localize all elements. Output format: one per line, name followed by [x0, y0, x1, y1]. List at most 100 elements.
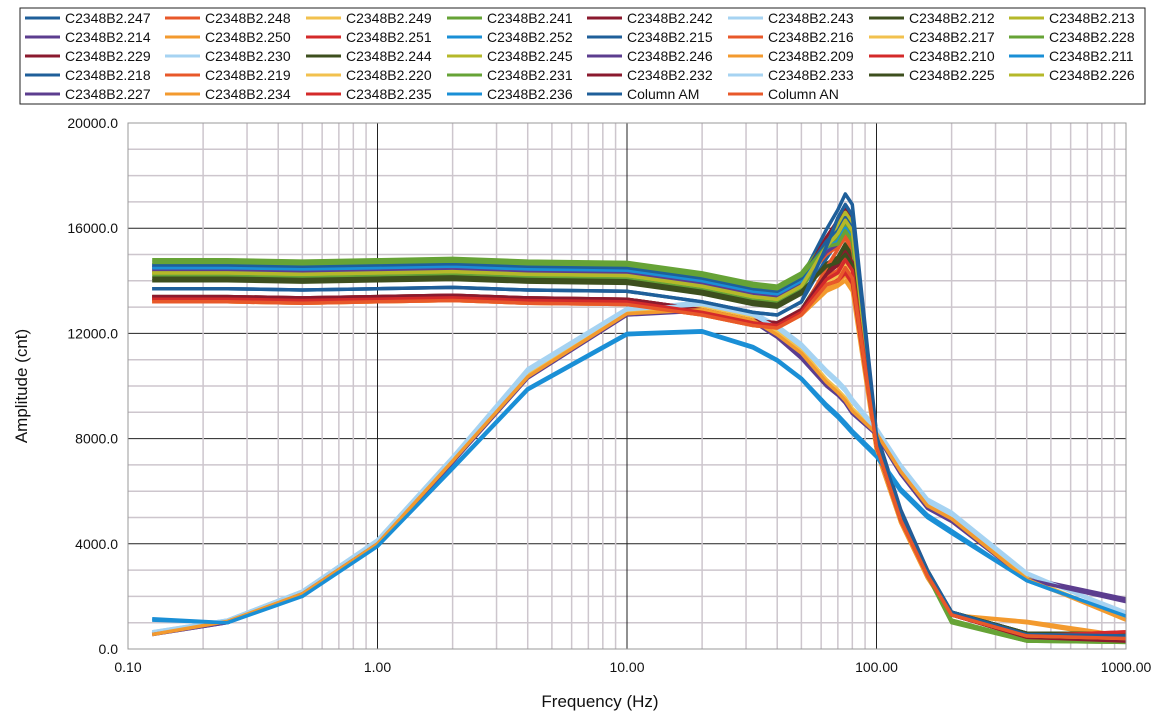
- y-tick-label: 0.0: [99, 641, 119, 657]
- legend-item: C2348B2.249: [306, 10, 432, 26]
- series-line-c2348b2-249: [151, 305, 1127, 635]
- legend-item: C2348B2.228: [1009, 29, 1135, 45]
- x-axis-title: Frequency (Hz): [541, 692, 658, 711]
- series-line-c2348b2-217: [152, 263, 1127, 639]
- legend-item: C2348B2.212: [869, 10, 995, 26]
- legend-label: C2348B2.214: [65, 29, 151, 45]
- y-tick-label: 4000.0: [75, 536, 118, 552]
- grid: [127, 122, 1127, 650]
- legend-label: C2348B2.232: [627, 67, 713, 83]
- legend-item: C2348B2.236: [447, 86, 573, 102]
- legend-item: C2348B2.217: [869, 29, 995, 45]
- legend-label: C2348B2.227: [65, 86, 151, 102]
- legend-label: C2348B2.250: [205, 29, 291, 45]
- legend-item: C2348B2.214: [25, 29, 151, 45]
- series-line-column-an: [152, 265, 1127, 641]
- x-tick-label: 1.00: [364, 659, 391, 675]
- legend-box: [19, 7, 1146, 105]
- legend-label: C2348B2.243: [768, 10, 854, 26]
- legend-label: C2348B2.218: [65, 67, 151, 83]
- legend-item: C2348B2.232: [587, 67, 713, 83]
- legend-item: C2348B2.216: [728, 29, 854, 45]
- legend-label: C2348B2.212: [909, 10, 995, 26]
- legend-label: C2348B2.252: [487, 29, 573, 45]
- legend-item: C2348B2.235: [306, 86, 432, 102]
- series-line-c2348b2-251: [152, 268, 1127, 638]
- legend-item: C2348B2.244: [306, 48, 432, 64]
- legend-item: C2348B2.233: [728, 67, 854, 83]
- legend-item: C2348B2.248: [165, 10, 291, 26]
- legend-item: C2348B2.215: [587, 29, 713, 45]
- x-tick-label: 0.10: [114, 659, 141, 675]
- legend-label: C2348B2.225: [909, 67, 995, 83]
- legend-label: C2348B2.211: [1049, 48, 1134, 64]
- legend-item: C2348B2.220: [306, 67, 432, 83]
- legend-label: C2348B2.210: [909, 48, 995, 64]
- legend-item: C2348B2.252: [447, 29, 573, 45]
- y-tick-label: 12000.0: [67, 325, 118, 341]
- plot-frame: [127, 122, 1127, 650]
- series-line-c2348b2-252: [152, 329, 1127, 625]
- legend-item: C2348B2.225: [869, 67, 995, 83]
- legend-item: C2348B2.243: [728, 10, 854, 26]
- series-line-c2348b2-209: [152, 273, 1127, 638]
- legend-label: C2348B2.244: [346, 48, 432, 64]
- legend-item: C2348B2.210: [869, 48, 995, 64]
- legend-item: C2348B2.231: [447, 67, 573, 83]
- legend-item: C2348B2.230: [165, 48, 291, 64]
- legend-label: C2348B2.228: [1049, 29, 1135, 45]
- series-line-c2348b2-210: [152, 271, 1127, 638]
- legend-item: Column AM: [587, 86, 699, 102]
- legend-label: C2348B2.230: [205, 48, 291, 64]
- legend-item: C2348B2.213: [1009, 10, 1135, 26]
- legend-item: C2348B2.246: [587, 48, 713, 64]
- legend-item: C2348B2.245: [447, 48, 573, 64]
- legend-item: C2348B2.209: [728, 48, 854, 64]
- legend-label: C2348B2.245: [487, 48, 573, 64]
- legend: C2348B2.247 C2348B2.248 C2348B2.249 C2348B2…: [19, 7, 1146, 105]
- legend-label: C2348B2.220: [346, 67, 432, 83]
- legend-label: C2348B2.229: [65, 48, 151, 64]
- legend-item: C2348B2.219: [165, 67, 291, 83]
- series-lines: [151, 192, 1127, 645]
- legend-item: C2348B2.251: [306, 29, 432, 45]
- legend-label: C2348B2.251: [346, 29, 432, 45]
- legend-label: C2348B2.226: [1049, 67, 1135, 83]
- legend-item: C2348B2.229: [25, 48, 151, 64]
- series-line-c2348b2-234: [151, 307, 1127, 637]
- legend-item: C2348B2.242: [587, 10, 713, 26]
- legend-label: C2348B2.249: [346, 10, 432, 26]
- y-tick-label: 16000.0: [67, 220, 118, 236]
- legend-label: C2348B2.247: [65, 10, 151, 26]
- x-tick-label: 10.00: [609, 659, 644, 675]
- legend-label: C2348B2.216: [768, 29, 854, 45]
- legend-label: C2348B2.219: [205, 67, 291, 83]
- x-tick-label: 100.00: [855, 659, 898, 675]
- legend-item: Column AN: [728, 86, 839, 102]
- y-tick-label: 8000.0: [75, 431, 118, 447]
- legend-label: C2348B2.213: [1049, 10, 1135, 26]
- legend-label: C2348B2.248: [205, 10, 291, 26]
- legend-item: C2348B2.218: [25, 67, 151, 83]
- legend-item: C2348B2.241: [447, 10, 573, 26]
- legend-label: Column AM: [627, 86, 699, 102]
- legend-item: C2348B2.247: [25, 10, 151, 26]
- series-line-c2348b2-243: [151, 300, 1127, 634]
- legend-item: C2348B2.227: [25, 86, 151, 102]
- legend-item: C2348B2.211: [1009, 48, 1134, 64]
- legend-label: C2348B2.217: [909, 29, 995, 45]
- legend-label: Column AN: [768, 86, 839, 102]
- legend-label: C2348B2.209: [768, 48, 854, 64]
- series-line-c2348b2-236: [152, 330, 1127, 625]
- series-line-c2348b2-214: [151, 307, 1127, 637]
- legend-label: C2348B2.241: [487, 10, 573, 26]
- x-tick-label: 1000.00: [1101, 659, 1152, 675]
- legend-label: C2348B2.233: [768, 67, 854, 83]
- x-tick-labels: 0.10 1.00 10.00 100.00 1000.00: [114, 659, 1151, 675]
- series-line-c2348b2-220: [151, 305, 1127, 637]
- y-tick-labels: 0.0 4000.0 8000.0 12000.0 16000.0 20000.0: [67, 115, 118, 657]
- legend-item: C2348B2.234: [165, 86, 291, 102]
- series-line-c2348b2-230: [151, 301, 1127, 635]
- series-line-c2348b2-235: [152, 258, 1127, 638]
